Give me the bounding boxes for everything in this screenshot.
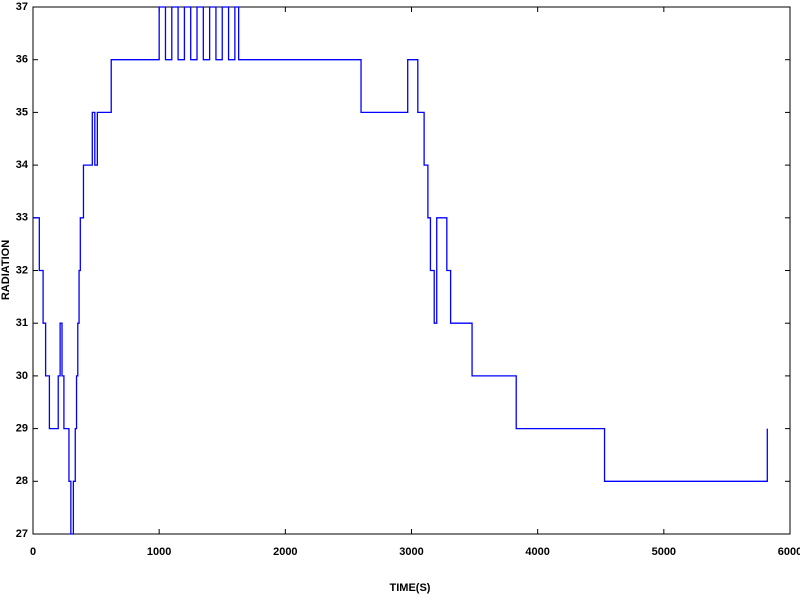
y-tick-label: 27 <box>16 528 28 540</box>
x-tick-label: 5000 <box>652 546 676 558</box>
y-tick-label: 32 <box>16 264 28 276</box>
y-tick-label: 28 <box>16 475 28 487</box>
series-line <box>33 6 768 535</box>
x-tick-label: 1000 <box>147 546 171 558</box>
y-tick-label: 35 <box>16 106 28 118</box>
y-tick-label: 29 <box>16 423 28 435</box>
x-axis-label: TIME(S) <box>390 582 431 594</box>
x-tick-label: 2000 <box>273 546 297 558</box>
x-tick-label: 4000 <box>525 546 549 558</box>
x-tick-label: 6000 <box>778 546 800 558</box>
plot-frame <box>32 6 791 535</box>
y-tick-label: 33 <box>16 212 28 224</box>
y-axis-label: RADIATION <box>0 240 12 300</box>
y-tick-label: 36 <box>16 54 28 66</box>
x-tick-label: 0 <box>30 546 36 558</box>
y-tick-label: 37 <box>16 1 28 13</box>
y-tick-label: 31 <box>16 317 28 329</box>
x-tick-label: 3000 <box>399 546 423 558</box>
y-tick-label: 34 <box>16 159 29 171</box>
y-tick-label: 30 <box>16 370 28 382</box>
